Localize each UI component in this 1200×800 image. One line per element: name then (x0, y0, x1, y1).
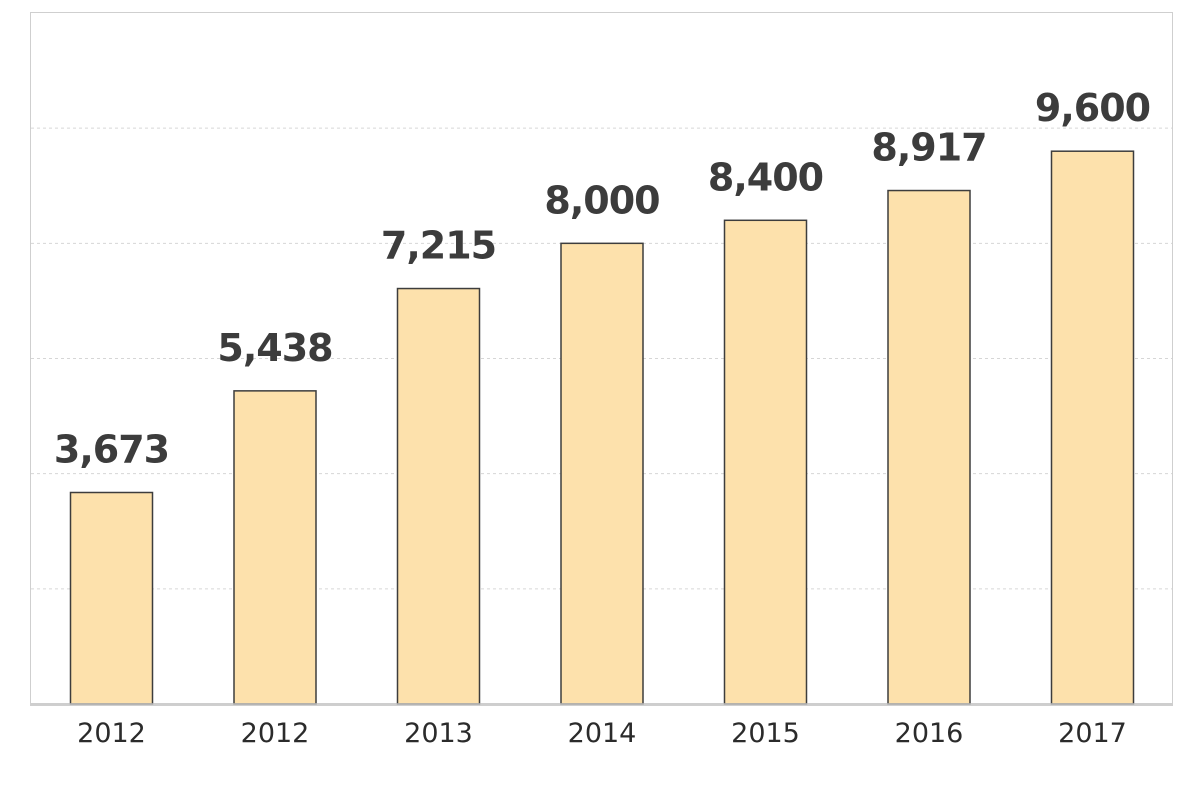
bar-1 (69, 491, 154, 705)
x-tick-label-4: 2014 (568, 718, 637, 749)
value-label-7: 9,600 (1035, 86, 1150, 130)
x-tick-label-5: 2015 (731, 718, 800, 749)
value-label-6: 8,917 (871, 126, 986, 170)
bar-6 (887, 189, 971, 705)
bar-7 (1050, 150, 1135, 705)
x-tick-label-3: 2013 (404, 718, 473, 749)
bar-4 (560, 242, 644, 705)
bar-3 (396, 287, 481, 705)
bar-5 (723, 219, 808, 705)
value-label-3: 7,215 (381, 224, 496, 268)
value-label-2: 5,438 (217, 326, 332, 370)
bars (69, 150, 1135, 705)
value-label-1: 3,673 (54, 427, 169, 471)
x-tick-label-7: 2017 (1058, 718, 1127, 749)
x-tick-label-1: 2012 (77, 718, 146, 749)
x-tick-labels: 2012 2012 2013 2014 2015 2016 2017 (77, 718, 1127, 749)
chart-frame (30, 12, 1173, 706)
value-labels: 3,673 5,438 7,215 8,000 8,400 8,917 9,600 (54, 86, 1151, 471)
value-label-5: 8,400 (708, 155, 823, 199)
x-tick-label-6: 2016 (895, 718, 964, 749)
value-label-4: 8,000 (544, 178, 659, 222)
x-tick-label-2: 2012 (241, 718, 310, 749)
bar-2 (233, 390, 317, 705)
